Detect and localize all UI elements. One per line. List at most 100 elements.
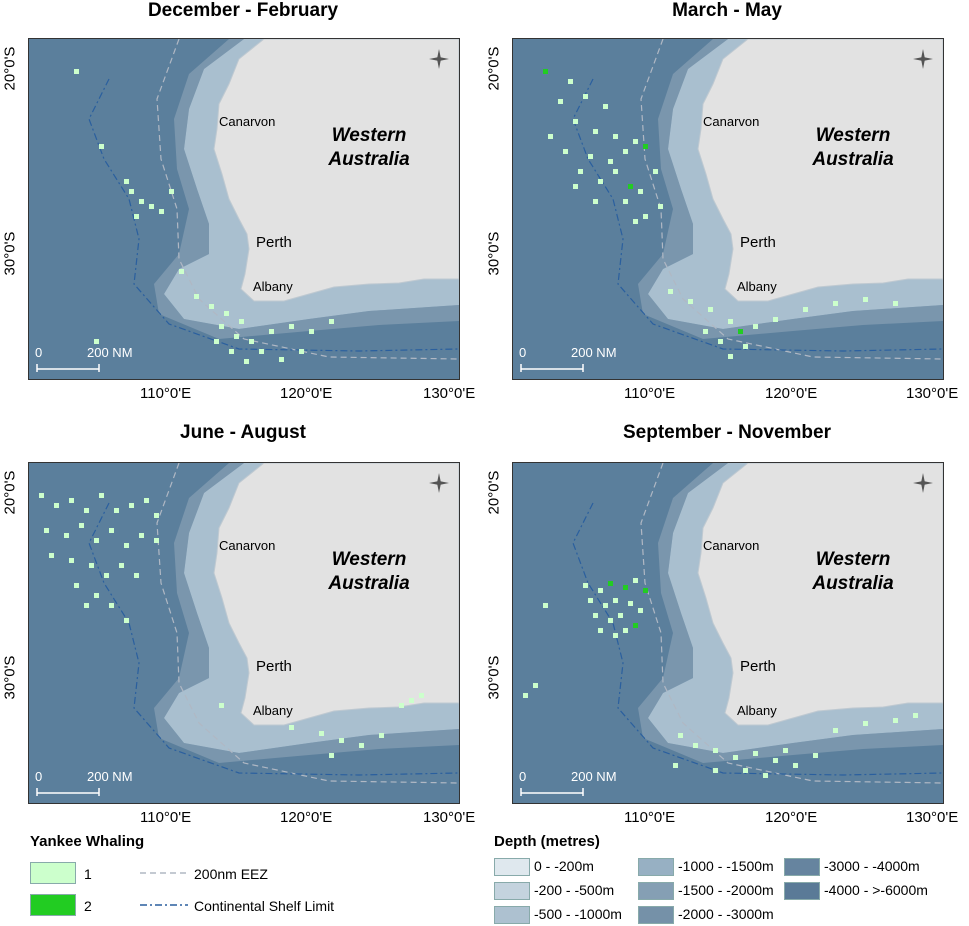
- lat-label-20s: 20°0'S: [485, 470, 503, 515]
- whaling-cell: [743, 344, 748, 349]
- eez-line: [640, 463, 943, 784]
- whaling-cell: [653, 169, 658, 174]
- whaling-cell: [139, 199, 144, 204]
- whaling-cell: [94, 538, 99, 543]
- whaling-cell: [578, 169, 583, 174]
- whaling-cell: [249, 339, 254, 344]
- whaling-cell: [718, 339, 723, 344]
- shelf-limit-line: [572, 78, 943, 352]
- lat-label-20s: 20°0'S: [485, 46, 503, 91]
- whaling-cell: [49, 553, 54, 558]
- depth-swatch: [494, 906, 530, 924]
- whaling-cell: [179, 269, 184, 274]
- whaling-cell: [688, 299, 693, 304]
- shelf-band: [164, 463, 459, 753]
- region-label-line1: Western: [816, 125, 891, 146]
- whaling-cell: [229, 349, 234, 354]
- whaling-cell: [109, 528, 114, 533]
- whaling-cell: [69, 558, 74, 563]
- whaling-cell: [119, 563, 124, 568]
- whaling-cell: [134, 214, 139, 219]
- whaling-cell: [608, 159, 613, 164]
- whaling-cell: [289, 324, 294, 329]
- whaling-cell: [129, 503, 134, 508]
- whaling-cell: [109, 603, 114, 608]
- depth-label: -4000 - >-6000m: [824, 882, 928, 898]
- region-label-line2: Australia: [327, 149, 410, 170]
- region-label-line1: Western: [816, 549, 891, 570]
- whaling-cell: [154, 538, 159, 543]
- whaling-cell: [783, 748, 788, 753]
- whaling-cell: [658, 204, 663, 209]
- whaling-cell: [623, 199, 628, 204]
- shelf-band: [648, 463, 943, 753]
- whaling-cell: [593, 613, 598, 618]
- whaling-cell: [833, 728, 838, 733]
- lat-label-30s: 30°0'S: [485, 231, 503, 276]
- whaling-cell: [623, 149, 628, 154]
- whaling-cell: [329, 753, 334, 758]
- town-label-canarvon: Canarvon: [703, 114, 759, 129]
- whaling-cell: [913, 713, 918, 718]
- whaling-cell: [299, 349, 304, 354]
- whaling-cell: [608, 581, 613, 586]
- whaling-cell: [628, 184, 633, 189]
- whaling-cell: [269, 329, 274, 334]
- whaling-cell: [713, 748, 718, 753]
- shelf-band: [164, 39, 459, 329]
- whaling-cell: [279, 357, 284, 362]
- depth-swatch: [638, 882, 674, 900]
- shelf-band: [648, 39, 943, 329]
- whaling-cell: [64, 533, 69, 538]
- legend-whaling-title: Yankee Whaling: [30, 833, 145, 850]
- lat-label-30s: 30°0'S: [1, 231, 19, 276]
- whaling-cell: [74, 69, 79, 74]
- depth-swatch: [494, 882, 530, 900]
- whaling-cell: [329, 319, 334, 324]
- whaling-cell: [39, 493, 44, 498]
- lon-label-120e: 120°0'E: [765, 385, 818, 402]
- whaling-cell: [598, 588, 603, 593]
- whaling-cell: [44, 528, 49, 533]
- depth-swatch: [784, 858, 820, 876]
- town-label-albany: Albany: [253, 279, 293, 294]
- whaling-cell: [124, 543, 129, 548]
- map-mar-may: Western Australia Canarvon Perth Albany 0 200 …: [512, 38, 944, 380]
- whaling-cell: [409, 698, 414, 703]
- north-arrow-icon: [429, 473, 449, 493]
- whaling-cell: [99, 144, 104, 149]
- whaling-cell: [194, 294, 199, 299]
- north-arrow-icon: [429, 49, 449, 69]
- whaling-cell: [753, 751, 758, 756]
- whaling-cell: [593, 199, 598, 204]
- whaling-cell: [84, 508, 89, 513]
- lat-label-30s: 30°0'S: [485, 655, 503, 700]
- whaling-cell: [359, 743, 364, 748]
- whaling-cell: [214, 339, 219, 344]
- whaling-cell: [728, 319, 733, 324]
- whaling-cell: [89, 563, 94, 568]
- slope-band: [154, 463, 459, 763]
- whaling-cell: [638, 189, 643, 194]
- whaling-cell: [893, 718, 898, 723]
- depth-label: -1500 - -2000m: [678, 882, 774, 898]
- whaling-cell: [159, 209, 164, 214]
- whaling-cell: [84, 603, 89, 608]
- eez-line: [156, 39, 459, 360]
- whaling-cell: [144, 498, 149, 503]
- whaling-cell: [793, 763, 798, 768]
- whaling-cell: [99, 493, 104, 498]
- map-dec-feb: Western Australia Canarvon Perth Albany 0 200 …: [28, 38, 460, 380]
- whaling-cell: [154, 513, 159, 518]
- lon-label-130e: 130°0'E: [423, 809, 476, 826]
- depth-label: -200 - -500m: [534, 882, 615, 898]
- region-label-line1: Western: [332, 125, 407, 146]
- whaling-cell: [379, 733, 384, 738]
- whaling-cell: [623, 585, 628, 590]
- whaling-cell: [124, 618, 129, 623]
- whaling-cell: [708, 307, 713, 312]
- whaling-cell: [693, 743, 698, 748]
- town-label-canarvon: Canarvon: [703, 538, 759, 553]
- slope-band: [154, 39, 459, 339]
- legend-swatch-1: [30, 862, 76, 884]
